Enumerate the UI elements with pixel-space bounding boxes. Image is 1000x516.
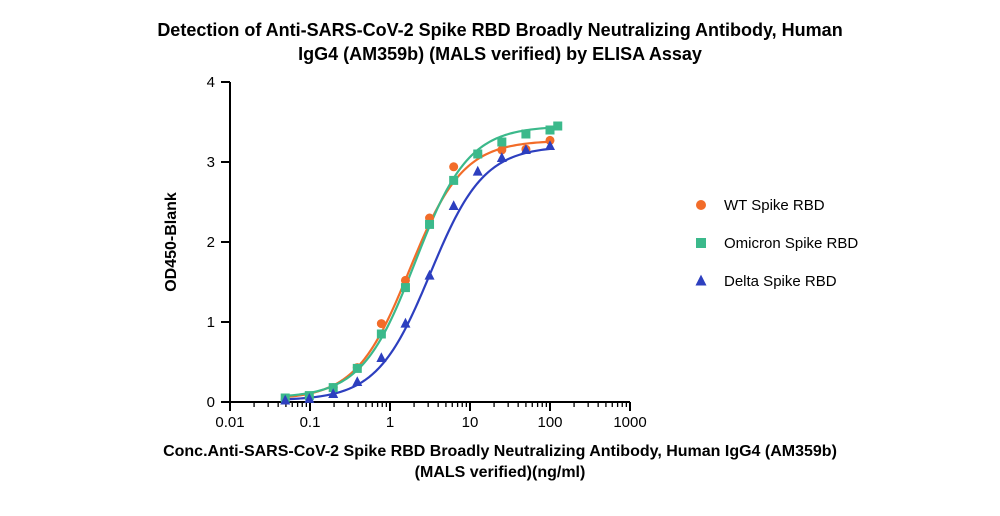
legend-label: WT Spike RBD bbox=[724, 197, 825, 214]
xlabel-line-1: Conc.Anti-SARS-CoV-2 Spike RBD Broadly N… bbox=[163, 443, 837, 460]
svg-text:2: 2 bbox=[207, 234, 215, 251]
x-axis-label: Conc.Anti-SARS-CoV-2 Spike RBD Broadly N… bbox=[0, 442, 1000, 484]
legend-marker-circle-icon bbox=[690, 194, 712, 216]
legend-item: Delta Spike RBD bbox=[690, 262, 858, 300]
legend: WT Spike RBD Omicron Spike RBD Delta Spi… bbox=[690, 186, 858, 300]
svg-text:0.1: 0.1 bbox=[300, 414, 321, 431]
title-line-1: Detection of Anti-SARS-CoV-2 Spike RBD B… bbox=[157, 20, 842, 40]
svg-text:100: 100 bbox=[537, 414, 562, 431]
elisa-dose-response-chart: 012340.010.11101001000 bbox=[230, 82, 630, 402]
svg-text:1: 1 bbox=[386, 414, 394, 431]
svg-text:10: 10 bbox=[462, 414, 479, 431]
xlabel-line-2: (MALS verified)(ng/ml) bbox=[415, 464, 586, 481]
svg-text:1000: 1000 bbox=[613, 414, 646, 431]
svg-text:3: 3 bbox=[207, 154, 215, 171]
legend-label: Omicron Spike RBD bbox=[724, 235, 858, 252]
svg-text:0.01: 0.01 bbox=[215, 414, 244, 431]
svg-text:4: 4 bbox=[207, 74, 215, 91]
svg-text:0: 0 bbox=[207, 394, 215, 411]
legend-marker-triangle-icon bbox=[690, 270, 712, 292]
legend-item: WT Spike RBD bbox=[690, 186, 858, 224]
title-line-2: IgG4 (AM359b) (MALS verified) by ELISA A… bbox=[298, 44, 702, 64]
y-axis-label: OD450-Blank bbox=[163, 192, 181, 292]
legend-item: Omicron Spike RBD bbox=[690, 224, 858, 262]
svg-text:1: 1 bbox=[207, 314, 215, 331]
legend-marker-square-icon bbox=[690, 232, 712, 254]
chart-title: Detection of Anti-SARS-CoV-2 Spike RBD B… bbox=[0, 18, 1000, 67]
legend-label: Delta Spike RBD bbox=[724, 273, 837, 290]
